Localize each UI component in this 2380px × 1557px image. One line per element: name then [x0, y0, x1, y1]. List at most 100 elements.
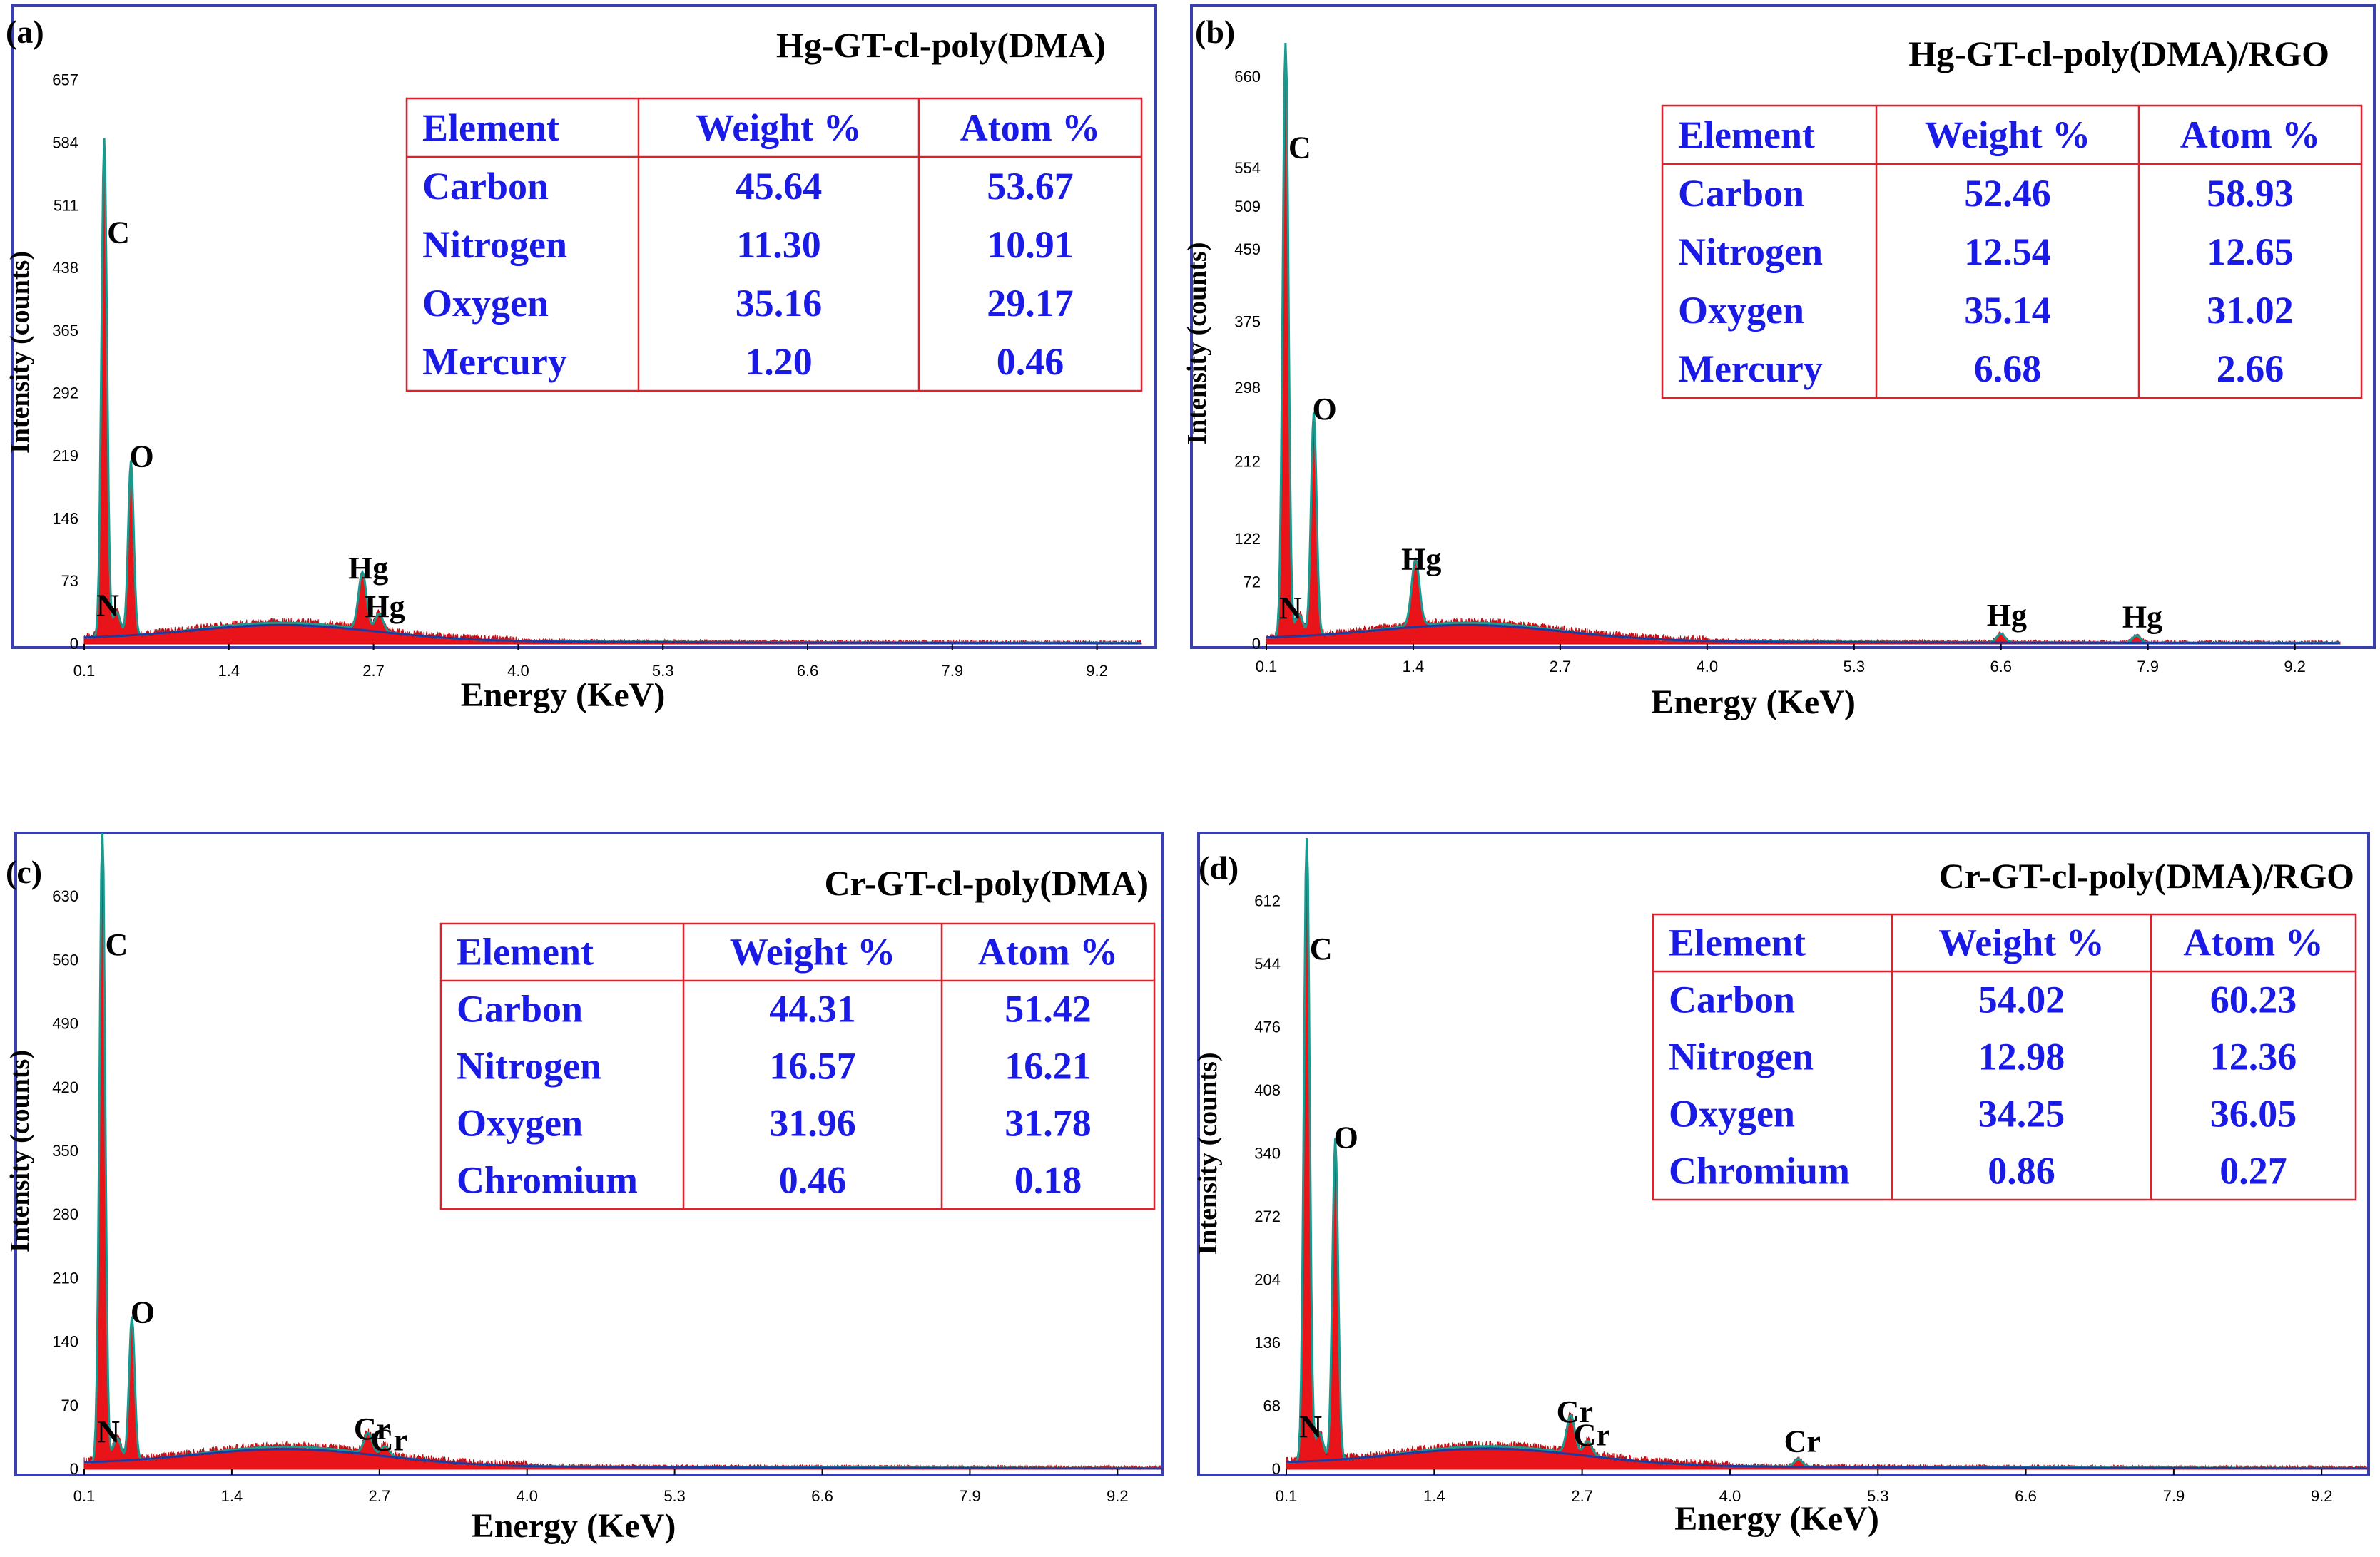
x-tick-label: 7.9 — [2163, 1487, 2185, 1505]
y-tick-label: 544 — [1254, 955, 1281, 973]
table-cell: 45.64 — [736, 165, 823, 208]
y-tick-label: 140 — [52, 1333, 78, 1351]
y-tick-label: 612 — [1254, 892, 1281, 910]
peak-label-hg: Hg — [1987, 598, 2027, 633]
table-cell: 31.02 — [2207, 289, 2294, 332]
table-cell: Oxygen — [1678, 289, 1804, 332]
eds-panel-a: 0 73 146 219 292 365 438 511 584 657 0.1 1.4 2.7 4.0 5… — [5, 4, 1157, 714]
y-tick-label: 511 — [54, 196, 78, 214]
peak-label-hg: Hg — [1401, 542, 1441, 577]
x-tick-label: 7.9 — [942, 662, 964, 680]
table-cell: 12.65 — [2207, 230, 2294, 273]
table-cell: 35.14 — [1964, 289, 2051, 332]
x-tick-label: 4.0 — [516, 1487, 538, 1505]
x-tick-label: 6.6 — [2015, 1487, 2037, 1505]
x-tick-label: 6.6 — [797, 662, 819, 680]
table-cell: 12.54 — [1964, 230, 2051, 273]
y-tick-label: 459 — [1234, 240, 1261, 258]
panel-letter: (d) — [1199, 849, 1239, 886]
table-cell: 12.98 — [1978, 1036, 2065, 1078]
y-tick-label: 0 — [70, 635, 78, 653]
spectrum-fit-line — [84, 832, 1163, 1469]
table-header-cell: Weight % — [1925, 113, 2091, 156]
y-tick-label: 509 — [1234, 198, 1261, 215]
x-tick-label: 9.2 — [1107, 1487, 1129, 1505]
x-tick-label: 2.7 — [369, 1487, 391, 1505]
peak-label-hg: Hg — [2122, 599, 2162, 634]
eds-panel-c: 0 70 140 210 280 350 420 490 560 630 0.1 1.4 2.7 4.0 5… — [5, 832, 1164, 1545]
table-cell: 31.78 — [1005, 1102, 1092, 1145]
peak-label-n: N — [96, 588, 119, 623]
peak-label-cr: Cr — [1574, 1417, 1610, 1452]
table-cell: 51.42 — [1005, 988, 1092, 1031]
table-cell: 16.21 — [1005, 1045, 1092, 1088]
background-line — [83, 1448, 1163, 1470]
panel-title: Cr-GT-cl-poly(DMA)/RGO — [1939, 856, 2354, 896]
x-tick-label: 2.7 — [1571, 1487, 1593, 1505]
x-tick-label: 0.1 — [1256, 658, 1278, 675]
table-cell: Nitrogen — [1678, 230, 1823, 273]
table-cell: 60.23 — [2210, 979, 2297, 1021]
x-tick-label: 0.1 — [73, 1487, 96, 1505]
peak-label-c: C — [105, 927, 128, 962]
composition-table: Element Weight % Atom % Carbon 54.02 60.23 Nit… — [1652, 913, 2357, 1201]
table-header-cell: Element — [422, 106, 559, 149]
table-cell: Nitrogen — [422, 223, 567, 266]
peak-label-hg: Hg — [365, 589, 405, 624]
panel-title: Hg-GT-cl-poly(DMA)/RGO — [1908, 34, 2329, 73]
x-tick-label: 9.2 — [2311, 1487, 2333, 1505]
x-tick-label: 6.6 — [811, 1487, 833, 1505]
x-tick-label: 7.9 — [959, 1487, 981, 1505]
table-header-cell: Atom % — [2180, 113, 2320, 156]
x-tick-label: 1.4 — [1423, 1487, 1445, 1505]
table-cell: 1.20 — [745, 340, 813, 383]
peak-label-o: O — [1334, 1120, 1358, 1155]
table-cell: 16.57 — [769, 1045, 856, 1088]
peak-label-cr: Cr — [371, 1422, 407, 1457]
table-header-cell: Atom % — [2183, 922, 2323, 964]
peak-label-c: C — [107, 215, 130, 250]
table-header-cell: Weight % — [1938, 922, 2105, 964]
peak-label-c: C — [1288, 131, 1311, 165]
panel-title: Cr-GT-cl-poly(DMA) — [824, 863, 1149, 903]
table-cell: 0.46 — [997, 340, 1064, 383]
x-axis-title: Energy (KeV) — [1674, 1500, 1879, 1538]
panel-title: Hg-GT-cl-poly(DMA) — [776, 25, 1106, 65]
y-tick-label: 280 — [52, 1205, 78, 1223]
y-tick-label: 554 — [1234, 159, 1261, 177]
x-tick-label: 4.0 — [1697, 658, 1719, 675]
y-tick-label: 340 — [1254, 1145, 1281, 1163]
y-axis-title: Intensity (counts) — [5, 1050, 35, 1252]
peak-label-hg: Hg — [348, 551, 388, 586]
peak-label-o: O — [131, 1295, 155, 1329]
x-tick-label: 4.0 — [507, 662, 529, 680]
table-cell: 54.02 — [1978, 979, 2065, 1021]
plot-frame — [14, 832, 1164, 1476]
x-tick-label: 5.3 — [1843, 658, 1865, 675]
x-axis-title: Energy (KeV) — [472, 1507, 676, 1545]
peak-label-o: O — [1313, 392, 1337, 427]
table-cell: 29.17 — [987, 282, 1074, 325]
x-axis-title: Energy (KeV) — [1651, 683, 1856, 721]
y-tick-label: 420 — [52, 1078, 78, 1096]
x-tick-label: 6.6 — [1990, 658, 2012, 675]
table-cell: Carbon — [422, 165, 549, 208]
x-tick-label: 7.9 — [2137, 658, 2159, 675]
table-cell: 52.46 — [1964, 172, 2051, 215]
panel-letter: (a) — [6, 14, 44, 50]
composition-table: Element Weight % Atom % Carbon 44.31 51.42 Nit… — [439, 922, 1156, 1210]
table-cell: Oxygen — [1669, 1093, 1795, 1135]
eds-panel-b: 0 72 122 212 298 375 459 509 554 660 0.1 1.4 2.7 4.0 5… — [1182, 4, 2376, 721]
y-tick-label: 476 — [1254, 1019, 1281, 1036]
table-cell: Nitrogen — [1669, 1036, 1814, 1078]
x-tick-label: 0.1 — [1276, 1487, 1298, 1505]
background-line — [1286, 1447, 2367, 1470]
x-tick-label: 9.2 — [1086, 662, 1108, 680]
table-cell: Chromium — [1669, 1150, 1850, 1193]
table-cell: 35.16 — [736, 282, 823, 325]
table-border — [1652, 913, 2357, 1201]
y-tick-label: 584 — [52, 133, 78, 151]
table-header-cell: Element — [457, 931, 594, 974]
x-tick-label: 5.3 — [663, 1487, 686, 1505]
